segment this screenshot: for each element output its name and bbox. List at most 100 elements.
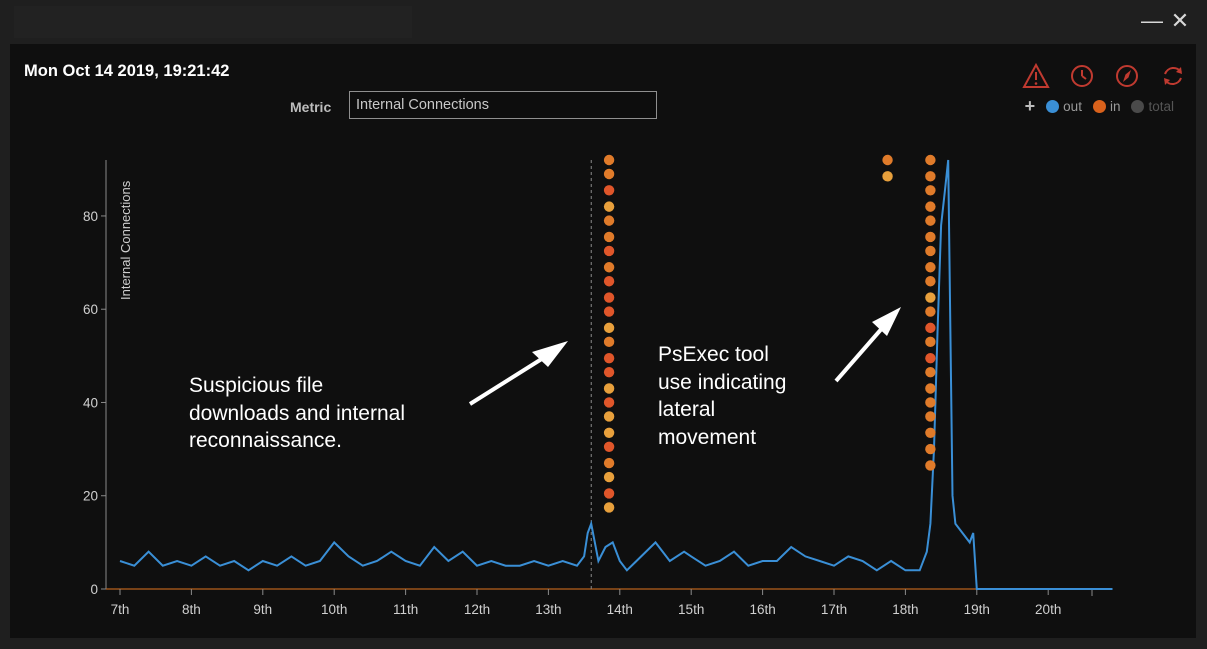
chart-panel: Mon Oct 14 2019, 19:21:42 Metric Interna… [10,44,1196,638]
event-dot [925,322,936,334]
event-dot [925,306,936,317]
event-dot [603,201,615,212]
x-tick-label: 20th [1035,602,1061,617]
event-dot [925,366,936,378]
event-dot [603,352,615,364]
event-dot [925,171,936,182]
event-dot [925,262,936,273]
annotation-line: downloads and internal [189,401,405,425]
chart-axes: 0 20 40 60 80 7th 8th 9th 10th 11th 12th 13th 14th 15… [83,160,1093,617]
metric-label: Metric [290,99,332,115]
metric-selector[interactable]: Internal Connections [349,91,657,119]
arrow-left-head [532,341,568,367]
annotation-line: movement [658,425,757,449]
arrow-left [468,353,550,406]
x-tick-label: 18th [892,602,918,617]
annotation-line: reconnaissance. [189,429,342,452]
event-dot [603,292,615,303]
x-tick-label: 16th [749,602,775,617]
x-tick-label: 7th [111,602,130,617]
legend-item-total[interactable]: total [1131,99,1174,114]
annotation-line: use indicating [658,370,787,394]
event-dot [925,185,936,196]
annotation-line: Suspicious file [189,374,324,397]
chart-series [119,159,1113,590]
event-dot [603,471,615,483]
event-dot [603,262,615,273]
x-tick-label: 9th [253,602,272,617]
refresh-clock-icon[interactable] [1068,62,1096,90]
event-dot [925,292,936,303]
legend-item-in[interactable]: in [1092,99,1121,114]
compass-refresh-icon[interactable] [1113,62,1141,90]
event-dot [603,457,615,469]
arrow-right-head [872,307,901,336]
x-tick-label: 19th [964,602,990,617]
annotation-arrows [468,307,901,406]
event-dot [925,276,936,287]
legend-swatch-total [1131,100,1145,113]
event-dot [603,185,615,196]
annotation-suspicious-downloads: Suspicious file downloads and internal r… [189,372,405,455]
timestamp: Mon Oct 14 2019, 19:21:42 [24,62,230,80]
event-dot [925,245,936,257]
event-dot [925,231,936,243]
x-tick-label: 12th [464,602,490,617]
event-dot [603,322,615,334]
event-dot [925,215,936,226]
x-tick-label: 8th [182,602,201,617]
event-dot [603,336,615,348]
event-dot [925,383,936,394]
event-dot [603,231,615,243]
legend-swatch-out [1046,100,1060,113]
legend-label-total: total [1148,99,1174,114]
y-tick-label: 40 [83,395,98,410]
event-dot [603,397,615,408]
event-markers [603,154,936,513]
legend-label-out: out [1063,99,1082,114]
y-tick-label: 60 [83,302,98,317]
cycle-refresh-icon[interactable] [1159,62,1187,90]
event-dot [603,427,615,438]
event-dot [603,168,615,180]
event-dot [603,441,615,452]
event-dot [603,383,615,394]
event-dot [925,154,936,166]
legend-label-in: in [1109,99,1121,114]
x-tick-label: 14th [607,602,633,617]
event-dot [603,215,615,226]
y-tick-label: 0 [90,582,98,597]
annotation-psexec-lateral-movement: PsExec tool use indicating lateral movem… [658,341,786,451]
y-axis-title: Internal Connections [118,180,133,300]
event-dot [925,336,936,348]
add-series-button[interactable]: + [1024,96,1036,116]
annotation-line: lateral [658,398,716,421]
event-dot [882,171,893,182]
x-tick-label: 13th [535,602,561,617]
y-tick-label: 20 [83,489,98,504]
event-dot [603,366,615,378]
event-dot [925,411,936,422]
window-tab [14,6,412,38]
event-dot [925,201,936,212]
y-tick-label: 80 [83,209,98,224]
event-dot [925,427,936,438]
alert-triangle-icon[interactable] [1022,62,1050,90]
event-dot [603,276,615,287]
event-dot [603,154,615,166]
legend-swatch-in [1092,100,1106,113]
x-tick-label: 17th [821,602,847,617]
event-dot [603,411,615,422]
x-tick-label: 10th [321,602,347,617]
event-dot [603,502,615,513]
arrow-right [834,324,886,383]
event-dot [882,154,893,166]
close-icon[interactable]: ✕ [1170,8,1190,33]
event-dot [925,352,936,364]
event-dot [603,488,615,499]
x-tick-label: 11th [393,602,418,617]
legend-item-out[interactable]: out [1046,99,1082,114]
annotation-line: PsExec tool [658,343,769,366]
minimize-icon[interactable]: — [1141,8,1163,33]
